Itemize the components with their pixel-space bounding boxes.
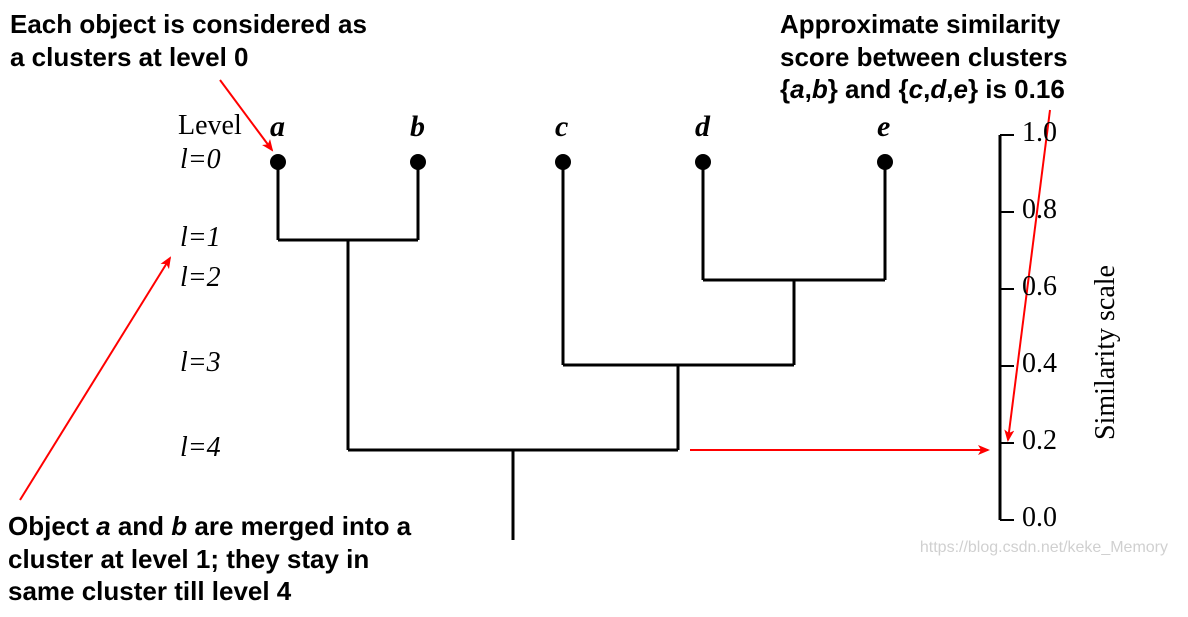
object-label-b: b [410,110,425,144]
watermark-text: https://blog.csdn.net/keke_Memory [920,539,1168,557]
annotation-topleft: Each object is considered asa clusters a… [10,8,450,73]
level-label-l4: l=4 [180,432,221,464]
object-label-c: c [555,110,568,144]
axis-tick-0.6: 0.6 [1022,271,1057,303]
annotation-arrows [20,80,1050,500]
axis-tick-0.0: 0.0 [1022,502,1057,534]
annotation-bottom: Object a and b are merged into a cluster… [8,510,508,608]
level-label-l1: l=1 [180,222,221,254]
axis-tick-0.8: 0.8 [1022,194,1057,226]
annotation-topright: Approximate similarity score between clu… [780,8,1188,106]
annotation-bottom-l3: same cluster till level 4 [8,575,508,608]
annotation-topright-l3: {a,b} and {c,d,e} is 0.16 [780,73,1188,106]
axis-tick-0.2: 0.2 [1022,425,1057,457]
level-label-l0: l=0 [180,144,221,176]
level-label-l2: l=2 [180,262,221,294]
dendrogram [270,154,893,540]
annotation-bottom-l2: cluster at level 1; they stay in [8,543,508,576]
level-header: Level [178,110,242,142]
level-label-l3: l=3 [180,347,221,379]
annotation-topleft-line1: Each object is considered asa clusters a… [10,9,367,72]
similarity-axis [1000,135,1014,520]
object-label-d: d [695,110,710,144]
axis-tick-0.4: 0.4 [1022,348,1057,380]
annotation-topright-l1: Approximate similarity [780,8,1188,41]
axis-tick-1.0: 1.0 [1022,117,1057,149]
object-label-e: e [877,110,890,144]
annotation-bottom-l1: Object a and b are merged into a [8,510,508,543]
similarity-scale-title: Similarity scale [1090,200,1122,440]
object-label-a: a [270,110,285,144]
annotation-topright-l2: score between clusters [780,41,1188,74]
